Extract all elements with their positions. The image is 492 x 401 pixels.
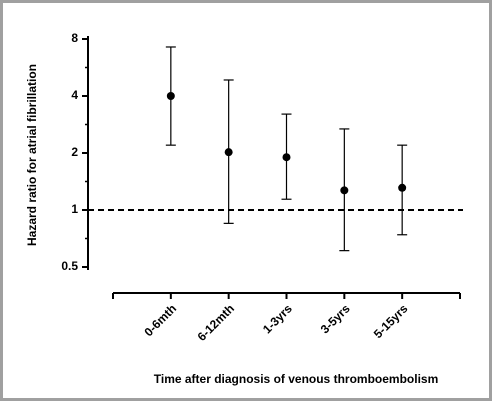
x-axis-label: Time after diagnosis of venous thromboem…: [154, 372, 439, 386]
y-tick-label: 2: [71, 145, 78, 159]
y-tick-label: 8: [71, 31, 78, 45]
point: [282, 153, 291, 162]
point: [166, 92, 175, 100]
point: [398, 183, 407, 192]
y-tick-label: 1: [71, 202, 78, 216]
point: [224, 148, 233, 157]
y-tick-label: 0.5: [61, 259, 78, 273]
y-tick-label: 4: [71, 88, 78, 102]
y-axis-label: Hazard ratio for atrial fibrillation: [25, 64, 39, 246]
point: [340, 186, 349, 195]
